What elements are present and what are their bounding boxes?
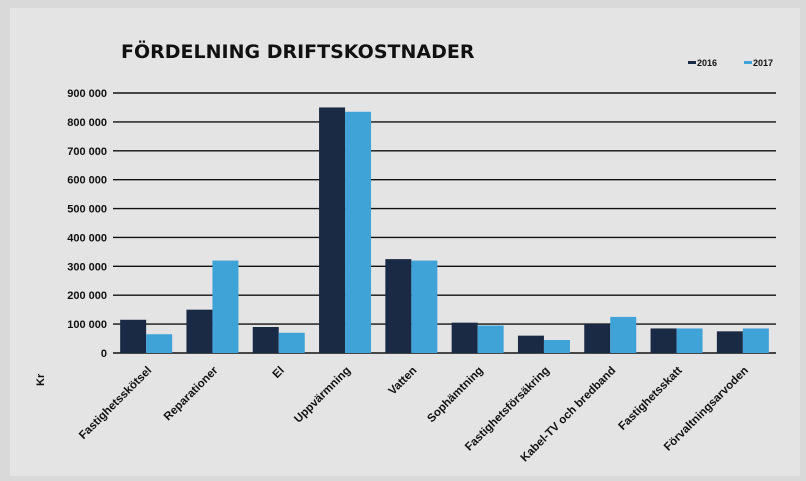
- x-axis-labels: Fastighetsskötsel Reparationer El Uppvärmni…: [77, 364, 751, 464]
- y-axis-label: Kr: [35, 373, 47, 386]
- y-tick-label: 300 000: [67, 261, 107, 273]
- y-axis-ticks: 0 100 000 200 000 300 000 400 000 500 000 600 …: [67, 88, 107, 360]
- bars: [120, 107, 769, 354]
- y-tick-label: 0: [101, 348, 107, 360]
- bar-2017: [676, 328, 703, 353]
- bar-2016: [584, 324, 611, 353]
- legend-label-2017: 2017: [753, 58, 773, 68]
- y-tick-label: 400 000: [67, 232, 107, 244]
- chart-card: FÖRDELNING DRIFTSKOSTNADER 2016 2017 Kr …: [10, 8, 800, 476]
- bar-2016: [517, 335, 544, 353]
- x-tick-label: Uppvärmning: [292, 365, 353, 426]
- chart-title: FÖRDELNING DRIFTSKOSTNADER: [121, 39, 475, 63]
- y-tick-label: 700 000: [67, 146, 107, 158]
- bar-2017: [610, 316, 637, 353]
- bar-2016: [252, 327, 279, 353]
- bar-2017: [411, 260, 438, 353]
- y-tick-label: 800 000: [67, 117, 107, 129]
- bar-2017: [543, 340, 570, 353]
- x-tick-label: Vatten: [387, 365, 420, 398]
- bar-2017: [212, 260, 239, 353]
- y-tick-label: 100 000: [67, 319, 107, 331]
- y-tick-label: 900 000: [67, 88, 107, 100]
- x-tick-label: Fastighetsskötsel: [77, 365, 154, 442]
- bar-2016: [120, 319, 147, 353]
- bar-chart: FÖRDELNING DRIFTSKOSTNADER 2016 2017 Kr …: [35, 39, 776, 464]
- bar-2016: [385, 259, 412, 353]
- bar-2017: [146, 334, 173, 353]
- legend-swatch-2017: [744, 61, 752, 64]
- bar-2017: [278, 332, 305, 353]
- bar-2017: [345, 111, 372, 354]
- bar-2016: [319, 107, 346, 353]
- bar-2017: [742, 328, 769, 353]
- legend: 2016 2017: [688, 58, 773, 68]
- bar-2016: [650, 328, 677, 353]
- legend-swatch-2016: [688, 61, 696, 64]
- bar-2016: [186, 309, 213, 353]
- x-tick-label: Reparationer: [162, 364, 221, 423]
- y-tick-label: 200 000: [67, 290, 107, 302]
- bar-2017: [477, 325, 504, 353]
- x-tick-label: El: [271, 365, 287, 381]
- x-tick-label: Sophämtning: [425, 365, 485, 425]
- bar-2016: [451, 322, 478, 353]
- x-tick-label: Fastighetsskatt: [617, 365, 685, 433]
- y-tick-label: 500 000: [67, 204, 107, 216]
- bar-2016: [716, 331, 743, 353]
- y-tick-label: 600 000: [67, 175, 107, 187]
- legend-label-2016: 2016: [697, 58, 717, 68]
